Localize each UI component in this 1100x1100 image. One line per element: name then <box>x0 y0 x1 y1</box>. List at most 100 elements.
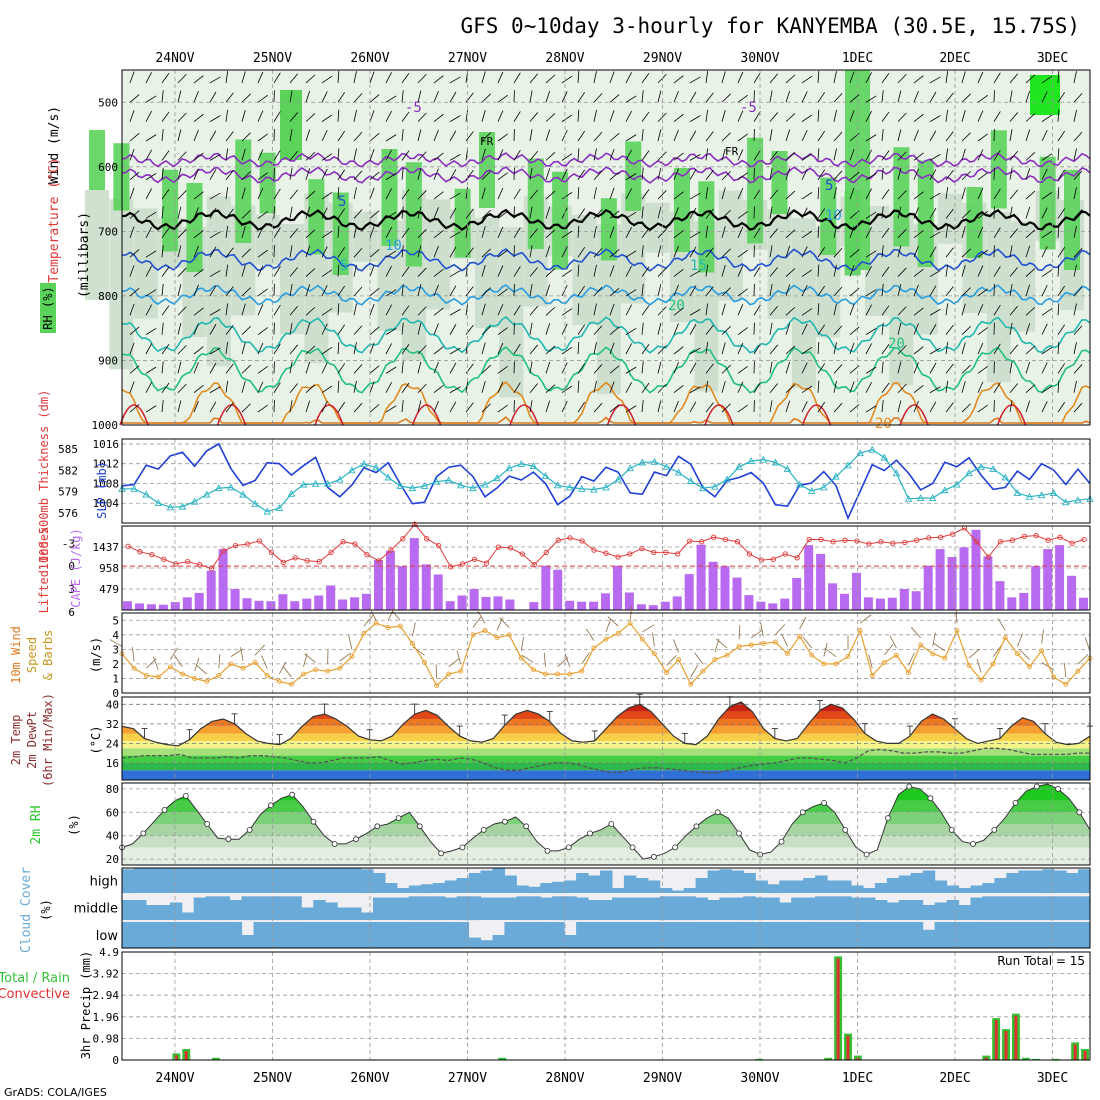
wind-barb <box>865 366 877 374</box>
cloud-middle-cell <box>396 897 410 920</box>
lifted-marker <box>280 559 286 566</box>
wind-barb <box>481 226 486 238</box>
wind10-barb <box>760 622 764 637</box>
wind-barb <box>321 269 333 277</box>
rh-region-moist <box>674 168 690 252</box>
wind-barb <box>225 187 229 200</box>
wind-barb <box>593 109 597 122</box>
wind-barb <box>401 72 410 84</box>
wind10-marker <box>1027 664 1032 670</box>
wind-barb <box>625 304 632 316</box>
thickness-marker <box>457 481 465 489</box>
cloud-middle-cell <box>504 897 517 920</box>
precip-tick: 4.9 <box>99 946 119 959</box>
thickness-marker <box>190 497 199 505</box>
rh2m-marker <box>310 818 317 825</box>
wind-barb <box>577 70 580 83</box>
wind-barb <box>689 207 697 219</box>
wind-barb <box>961 187 966 200</box>
wind-barb <box>193 113 204 122</box>
wind-barb <box>625 227 632 239</box>
wind-barb <box>1041 269 1053 277</box>
wind-barb <box>913 385 924 394</box>
wind-barb <box>369 226 375 238</box>
wind-barb <box>945 148 949 161</box>
wind-barb <box>417 361 422 374</box>
wind10-marker <box>918 642 924 648</box>
wind-barb <box>289 90 293 103</box>
wind-barb <box>641 129 644 142</box>
cape-bar <box>577 601 587 610</box>
cloud-low-cell <box>217 922 231 948</box>
wind-barb <box>689 192 701 200</box>
cape-bar <box>266 601 276 610</box>
thickness-marker <box>795 480 804 488</box>
wind-barb <box>913 207 919 219</box>
cloud-high-cell <box>958 888 971 893</box>
wind-barb <box>641 400 644 413</box>
wind-barb <box>1057 285 1066 297</box>
cloud-middle-cell <box>1030 896 1043 921</box>
temperature-contour <box>121 316 1091 354</box>
wind-barb <box>593 131 603 142</box>
axis-label-cloud-unit: (%) <box>39 899 53 921</box>
axis-label-lifted: Lifted Index <box>37 527 51 614</box>
rh-color-band <box>122 784 1090 801</box>
wind10-barb <box>194 657 200 672</box>
cloud-low-cell <box>839 922 852 948</box>
thickness-marker <box>686 477 695 484</box>
wind-barb <box>977 187 984 200</box>
thickness-marker <box>723 475 731 483</box>
wind-barb <box>225 92 234 103</box>
wind-barb <box>673 307 684 316</box>
thickness-marker <box>735 462 743 470</box>
thickness-marker <box>287 489 296 497</box>
wind10-barb <box>824 647 837 657</box>
wind-barb <box>433 207 439 219</box>
wind-barb <box>129 148 135 161</box>
cloud-middle-cell <box>169 902 183 920</box>
wind10-marker <box>349 654 355 660</box>
cape-bar <box>409 538 419 610</box>
cloud-middle-cell <box>193 897 207 920</box>
date-label-bottom: 2DEC <box>939 1071 970 1086</box>
cloud-high-cell <box>647 880 661 893</box>
cloud-high-cell <box>122 869 135 894</box>
wind-barb <box>625 250 637 258</box>
wind-barb <box>353 247 363 258</box>
wind-barb <box>769 129 773 142</box>
wind-barb <box>401 227 410 239</box>
temperature-contour-warm <box>801 404 832 426</box>
rh2m-marker <box>927 795 934 802</box>
date-label-bottom: 24NOV <box>155 1071 194 1086</box>
wind-barb <box>401 206 404 219</box>
wind-barb <box>593 148 597 161</box>
wind-barb <box>577 264 580 277</box>
rh-region-mid <box>499 227 524 398</box>
wind10-marker <box>409 641 415 646</box>
rh-tick: 20 <box>106 853 119 866</box>
cape-bar <box>636 604 646 610</box>
wind-barb <box>721 148 726 161</box>
temperature-contour-warm <box>899 404 929 426</box>
wind-barb <box>673 113 684 122</box>
wind-barb <box>977 71 984 84</box>
rh2m-marker <box>331 841 338 847</box>
wind-barb <box>657 90 662 103</box>
wind-barb <box>769 245 773 258</box>
rh2m-marker <box>161 807 168 813</box>
wind-barb <box>849 226 855 238</box>
wind10-marker <box>506 632 512 638</box>
cape-bar <box>935 549 945 610</box>
cloud-high-cell <box>241 868 254 893</box>
cloud-high-cell <box>994 878 1007 893</box>
cloud-high-cell <box>456 878 470 893</box>
wind10-barb <box>304 653 316 663</box>
wind-barb <box>449 362 457 374</box>
cloud-middle-cell <box>1006 896 1019 921</box>
cloud-middle-cell <box>719 897 732 920</box>
cloud-low-cell <box>157 922 171 948</box>
wind-barb <box>961 248 971 258</box>
wind-barb <box>433 307 444 316</box>
lifted-marker <box>675 551 681 557</box>
